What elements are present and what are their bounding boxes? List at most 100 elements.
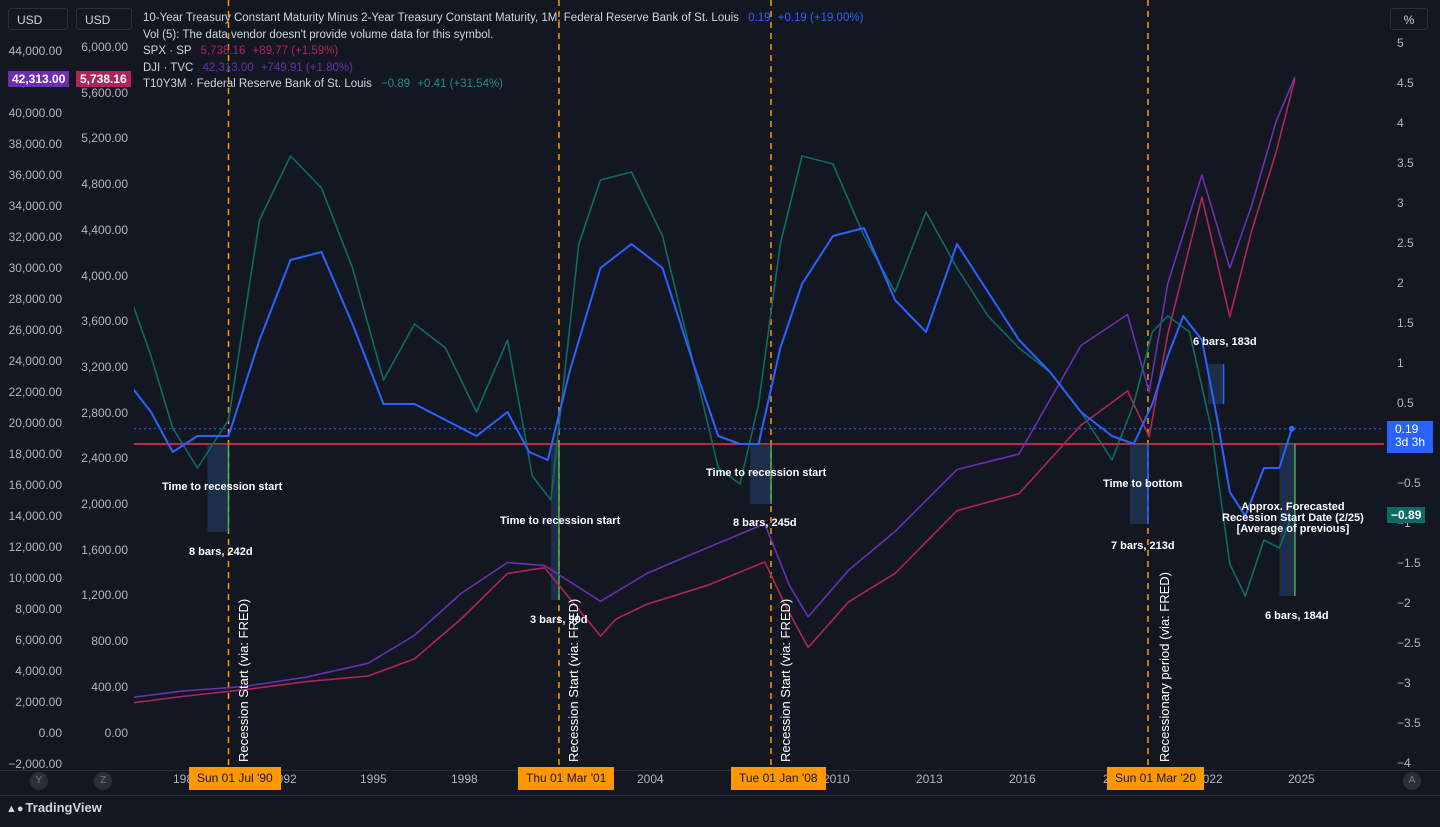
pct-axis-tick: −3.5: [1397, 716, 1421, 730]
dji-axis-tick: 22,000.00: [8, 385, 62, 399]
tradingview-logo[interactable]: ▲● TradingView: [6, 800, 102, 815]
legend-spx-change: +89.77 (+1.59%): [252, 45, 339, 57]
legend-t10y3m-title: T10Y3M · Federal Reserve Bank of St. Lou…: [143, 78, 372, 90]
annotation-bars-1990: 8 bars, 242d: [189, 546, 253, 558]
legend-t10y2y-change: +0.19 (+19.00%): [777, 12, 864, 24]
spx-axis-tick: 6,000.00: [81, 40, 128, 54]
t10y2y-last-price-tag: 0.19 3d 3h: [1387, 421, 1434, 453]
pct-axis-tick: 1: [1397, 356, 1404, 370]
pct-axis-tick: 1.5: [1397, 316, 1414, 330]
t10y3m-last-price-tag: −0.89: [1387, 507, 1426, 523]
dji-axis-tick: 18,000.00: [8, 447, 62, 461]
dji-axis-tick: 16,000.00: [8, 478, 62, 492]
dji-axis-tick: 28,000.00: [8, 292, 62, 306]
forecast-line-1: Approx. Forecasted: [1241, 501, 1345, 513]
dji-axis-tick: 40,000.00: [8, 106, 62, 120]
spx-axis-tick: 400.00: [91, 679, 128, 694]
legend-row-volume[interactable]: Vol (5): The data vendor doesn't provide…: [143, 27, 863, 44]
time-axis-tick: 2: [1103, 772, 1110, 786]
recession-date-tag-2020: Sun 01 Mar '20: [1107, 767, 1205, 790]
left-axis-unit-selector[interactable]: USD: [8, 8, 68, 30]
time-axis[interactable]: [0, 770, 1440, 793]
dji-axis-tick: 26,000.00: [8, 323, 62, 337]
time-axis-tick: 2025: [1288, 772, 1315, 786]
dji-axis-tick: 44,000.00: [8, 44, 62, 58]
range-1990: [207, 444, 229, 532]
pct-axis-tick: −3: [1397, 676, 1411, 690]
t10y2y-last-value: 0.19: [1395, 422, 1419, 436]
recession-date-tag-2008: Tue 01 Jan '08: [731, 767, 826, 790]
time-axis-tick: 2016: [1009, 772, 1036, 786]
dji-axis-tick: 32,000.00: [8, 230, 62, 244]
dji-axis-tick: 24,000.00: [8, 354, 62, 368]
recession-date-tag-1990: Sun 01 Jul '90: [189, 767, 281, 790]
annotation-time-to-bottom-2020: Time to bottom: [1103, 478, 1183, 490]
tradingview-logo-icon: ▲●: [6, 803, 24, 815]
spx-price-axis[interactable]: 6,000.00 5,600.00 5,200.00 4,800.00 4,400.00…: [72, 0, 134, 770]
pct-axis-tick: 2.5: [1397, 236, 1414, 250]
annotation-time-to-recession-2008: Time to recession start: [706, 467, 827, 479]
legend-row-spx[interactable]: SPX · SP 5,738.16 +89.77 (+1.59%): [143, 43, 863, 60]
vline-label-1990: Recession Start (via: FRED): [236, 598, 251, 762]
chart-legend: 10-Year Treasury Constant Maturity Minus…: [143, 10, 863, 93]
annotation-bars-2001: 3 bars, 90d: [530, 614, 588, 626]
legend-t10y3m-change: +0.41 (+31.54%): [417, 78, 504, 90]
spx-axis-tick: 2,400.00: [81, 451, 128, 466]
legend-row-t10y3m[interactable]: T10Y3M · Federal Reserve Bank of St. Lou…: [143, 76, 863, 93]
dji-axis-tick: 2,000.00: [15, 695, 62, 709]
legend-t10y3m-value: −0.89: [381, 78, 411, 90]
pct-axis-tick: 2: [1397, 276, 1404, 290]
spx-axis-tick: 1,600.00: [81, 542, 128, 557]
dji-last-price-tag: 42,313.00: [8, 71, 70, 87]
chart-plot-area[interactable]: [134, 0, 1384, 770]
pct-axis-tick: −2: [1397, 596, 1411, 610]
auto-scale-toggle[interactable]: A: [1403, 772, 1421, 790]
annotation-time-to-recession-1990: Time to recession start: [162, 481, 283, 493]
spx-axis-tick: 800.00: [91, 634, 128, 649]
dji-price-axis[interactable]: 44,000.0042,000.0040,000.0038,000.0036,0…: [0, 0, 68, 771]
pct-axis-tick: 4: [1397, 116, 1404, 130]
percent-axis[interactable]: 54.543.532.521.510.50−0.5−1−1.5−2−2.5−3−…: [1385, 0, 1440, 770]
legend-dji-title: DJI · TVC: [143, 61, 194, 74]
time-axis-tick: 2004: [637, 772, 664, 786]
dji-axis-tick: 12,000.00: [8, 540, 62, 554]
dji-axis-tick: 10,000.00: [8, 571, 62, 585]
dji-axis-tick: 38,000.00: [8, 137, 62, 151]
spx-axis-tick: 4,800.00: [81, 177, 128, 192]
series-line-10-year-treasury-constan: [134, 227, 1293, 517]
pct-axis-tick: −4: [1397, 756, 1411, 770]
second-axis-unit-selector[interactable]: USD: [76, 8, 132, 30]
forecast-line-2: Recession Start Date (2/25): [1222, 512, 1364, 524]
right-axis-unit-selector[interactable]: %: [1390, 8, 1428, 30]
brand-name: TradingView: [25, 800, 102, 815]
legend-row-t10y2y[interactable]: 10-Year Treasury Constant Maturity Minus…: [143, 10, 863, 27]
dji-axis-tick: 36,000.00: [8, 168, 62, 182]
dji-axis-tick: −2,000.00: [8, 757, 62, 771]
legend-row-dji[interactable]: DJI · TVC 42,313.00 +749.91 (+1.80%): [143, 60, 863, 77]
time-axis-tick: 1995: [360, 772, 387, 786]
spx-axis-tick: 5,200.00: [81, 131, 128, 146]
pct-axis-tick: −0.5: [1397, 476, 1421, 490]
dji-axis-tick: 34,000.00: [8, 199, 62, 213]
dji-axis-tick: 8,000.00: [15, 602, 62, 616]
annotation-bars-2008: 8 bars, 245d: [733, 517, 797, 529]
recession-date-tag-2001: Thu 01 Mar '01: [518, 767, 615, 790]
series-line-dji: [134, 76, 1296, 698]
time-axis-tick: 2013: [916, 772, 943, 786]
dji-axis-tick: 4,000.00: [15, 664, 62, 678]
log-scale-toggle[interactable]: Y: [30, 772, 48, 790]
legend-volume-title: Vol (5): The data vendor doesn't provide…: [143, 28, 494, 41]
annotation-forecast-bars: 6 bars, 184d: [1265, 610, 1329, 622]
range-2001: [550, 444, 559, 600]
range-forecast: [1279, 444, 1295, 596]
spx-axis-tick: 1,200.00: [81, 588, 128, 603]
pct-axis-tick: −2.5: [1397, 636, 1421, 650]
zoom-toggle[interactable]: Z: [94, 772, 112, 790]
series-line-t10y3m: [134, 155, 1293, 597]
legend-spx-title: SPX · SP: [143, 45, 192, 57]
legend-dji-value: 42,313.00: [202, 61, 254, 74]
vline-label-2001: Recession Start (via: FRED): [566, 598, 581, 762]
annotation-bars-2020: 7 bars, 213d: [1111, 540, 1175, 552]
spx-axis-tick: 2,000.00: [81, 497, 128, 511]
dji-axis-tick: 20,000.00: [8, 416, 62, 430]
